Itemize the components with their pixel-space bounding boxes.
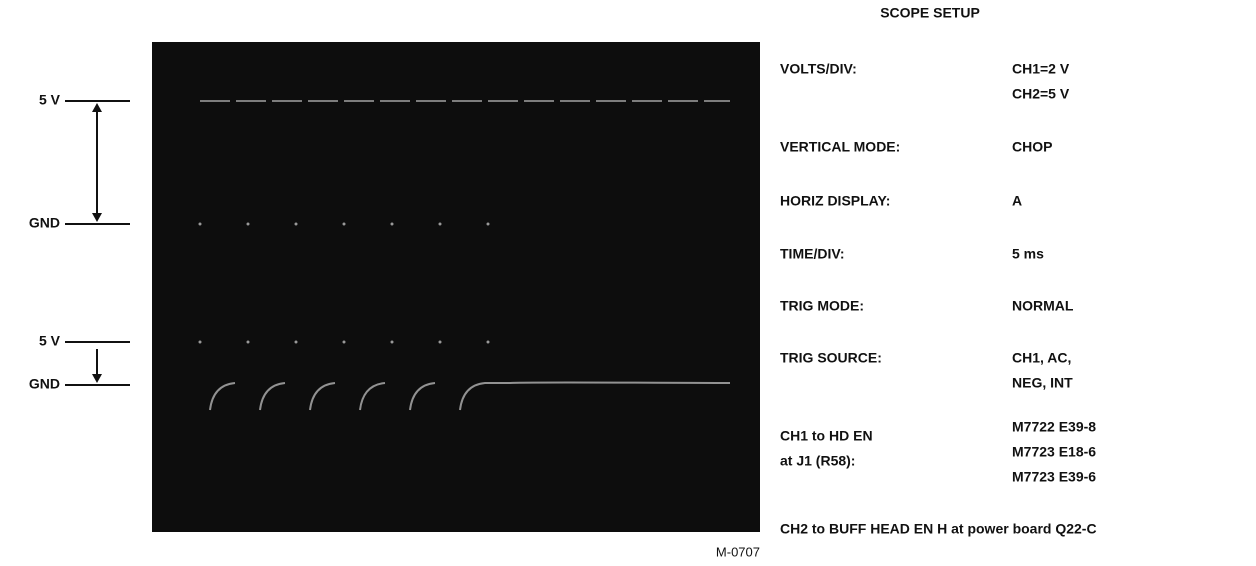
arrowheads (92, 103, 102, 383)
setup-value: M7722 E39-8 (1012, 419, 1096, 435)
setup-value: A (1012, 193, 1022, 209)
trace-dot (294, 340, 298, 344)
setup-label: HORIZ DISPLAY: (780, 193, 890, 209)
trace-dot (342, 340, 346, 344)
trace-dot (246, 340, 250, 344)
setup-label: VOLTS/DIV: (780, 61, 857, 77)
trace-dot (486, 222, 490, 226)
setup-label: TIME/DIV: (780, 246, 845, 262)
setup-label: at J1 (R58): (780, 453, 855, 469)
trace-dot (486, 340, 490, 344)
setup-value: NORMAL (1012, 298, 1074, 314)
trace-dot (390, 222, 394, 226)
setup-label: TRIG SOURCE: (780, 350, 882, 366)
waveforms (198, 100, 731, 411)
setup-value: CHOP (1012, 139, 1052, 155)
setup-value: CH1, AC, (1012, 350, 1071, 366)
setup-label: VERTICAL MODE: (780, 139, 900, 155)
setup-label: TRIG MODE: (780, 298, 864, 314)
setup-label: CH1 to HD EN (780, 428, 873, 444)
setup-value: M7723 E39-6 (1012, 469, 1096, 485)
level-markers (65, 100, 130, 386)
level-label: GND (29, 215, 60, 231)
trace-dot (294, 222, 298, 226)
trace-dot (438, 222, 442, 226)
setup-value: CH1=2 V (1012, 61, 1070, 77)
trace-dot (438, 340, 442, 344)
trace-dot (246, 222, 250, 226)
level-label: 5 V (39, 92, 61, 108)
setup-value: NEG, INT (1012, 375, 1073, 391)
setup-footer: CH2 to BUFF HEAD EN H at power board Q22… (780, 521, 1097, 537)
setup-table: VOLTS/DIV: CH1=2 V CH2=5 V VERTICAL MODE: CH… (780, 61, 1096, 485)
trace-dot (198, 222, 202, 226)
trace (209, 381, 731, 411)
setup-title: SCOPE SETUP (880, 5, 980, 21)
setup-value: M7723 E18-6 (1012, 444, 1096, 460)
scope-photo (152, 42, 760, 532)
setup-value: 5 ms (1012, 246, 1044, 262)
level-label: 5 V (39, 333, 61, 349)
trace-dot (342, 222, 346, 226)
trace-dot (390, 340, 394, 344)
trace-dot (198, 340, 202, 344)
setup-value: CH2=5 V (1012, 86, 1070, 102)
figure-id: M-0707 (716, 544, 760, 559)
level-label: GND (29, 376, 60, 392)
